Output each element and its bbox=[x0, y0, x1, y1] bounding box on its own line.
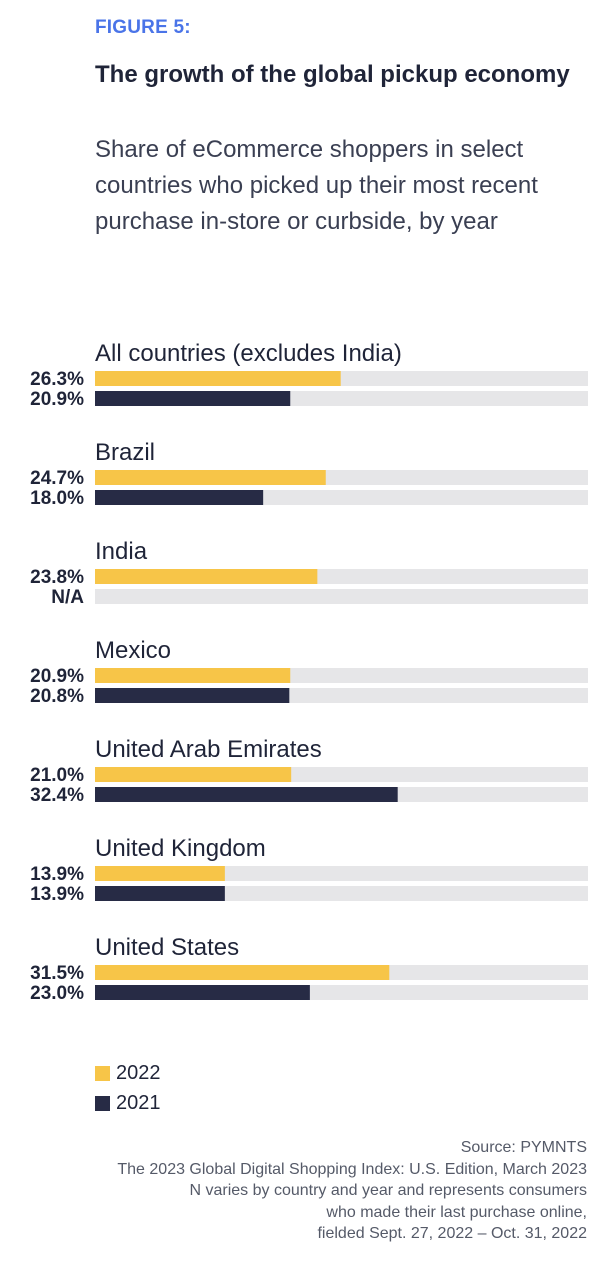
value-label-2021-india: N/A bbox=[51, 587, 84, 608]
legend-item-2021: 2021 bbox=[95, 1088, 161, 1118]
category-label-india: India bbox=[95, 538, 148, 565]
bar-chart: All countries (excludes India)26.3%20.9%… bbox=[30, 340, 588, 1004]
value-label-2021-united-kingdom: 13.9% bbox=[30, 884, 84, 905]
value-label-2022-united-arab-emirates: 21.0% bbox=[30, 765, 84, 786]
source-note: Source: PYMNTS The 2023 Global Digital S… bbox=[117, 1137, 587, 1245]
source-line: Source: PYMNTS bbox=[460, 1139, 587, 1156]
value-label-2021-united-arab-emirates: 32.4% bbox=[30, 785, 84, 806]
value-label-2022-united-states: 31.5% bbox=[30, 963, 84, 984]
bar-2021-mexico bbox=[95, 688, 290, 703]
bar-2022-united-states bbox=[95, 965, 390, 980]
legend-swatch-2022 bbox=[95, 1065, 110, 1081]
bar-2022-all-countries-excludes-india bbox=[95, 371, 341, 386]
category-label-mexico: Mexico bbox=[95, 637, 171, 664]
bar-track bbox=[95, 589, 588, 604]
bar-2022-mexico bbox=[95, 668, 291, 683]
category-label-united-arab-emirates: United Arab Emirates bbox=[95, 736, 322, 763]
category-label-all-countries-excludes-india: All countries (excludes India) bbox=[95, 340, 402, 367]
value-label-2021-united-states: 23.0% bbox=[30, 983, 84, 1004]
category-label-united-states: United States bbox=[95, 934, 239, 961]
bar-2022-brazil bbox=[95, 470, 326, 485]
value-label-2022-india: 23.8% bbox=[30, 567, 84, 588]
chart-subtitle: Share of eCommerce shoppers in select co… bbox=[95, 136, 538, 235]
legend-swatch-2021 bbox=[95, 1095, 110, 1111]
bar-2022-united-kingdom bbox=[95, 866, 225, 881]
value-label-2022-mexico: 20.9% bbox=[30, 666, 84, 687]
category-label-united-kingdom: United Kingdom bbox=[95, 835, 266, 862]
bar-2022-india bbox=[95, 569, 318, 584]
value-label-2021-all-countries-excludes-india: 20.9% bbox=[30, 389, 84, 410]
source-line: who made their last purchase online, bbox=[326, 1203, 587, 1221]
bar-2022-united-arab-emirates bbox=[95, 767, 292, 782]
bar-2021-brazil bbox=[95, 490, 264, 505]
value-label-2021-mexico: 20.8% bbox=[30, 686, 84, 707]
value-label-2022-all-countries-excludes-india: 26.3% bbox=[30, 369, 84, 390]
figure-label: FIGURE 5: bbox=[95, 17, 191, 38]
legend-item-2022: 2022 bbox=[95, 1058, 161, 1088]
value-label-2022-brazil: 24.7% bbox=[30, 468, 84, 489]
value-label-2021-brazil: 18.0% bbox=[30, 488, 84, 509]
bar-2021-united-kingdom bbox=[95, 886, 225, 901]
legend-label-2021: 2021 bbox=[116, 1091, 161, 1114]
source-line: fielded Sept. 27, 2022 – Oct. 31, 2022 bbox=[317, 1225, 587, 1242]
chart-title: The growth of the global pickup economy bbox=[95, 61, 570, 88]
source-line: The 2023 Global Digital Shopping Index: … bbox=[117, 1160, 587, 1178]
bar-2021-united-states bbox=[95, 985, 310, 1000]
source-line: N varies by country and year and represe… bbox=[189, 1182, 587, 1199]
bar-2021-all-countries-excludes-india bbox=[95, 391, 291, 406]
legend-label-2022: 2022 bbox=[116, 1061, 161, 1084]
legend: 2022 2021 bbox=[95, 1058, 161, 1118]
bar-2021-united-arab-emirates bbox=[95, 787, 398, 802]
value-label-2022-united-kingdom: 13.9% bbox=[30, 864, 84, 885]
category-label-brazil: Brazil bbox=[95, 439, 155, 466]
